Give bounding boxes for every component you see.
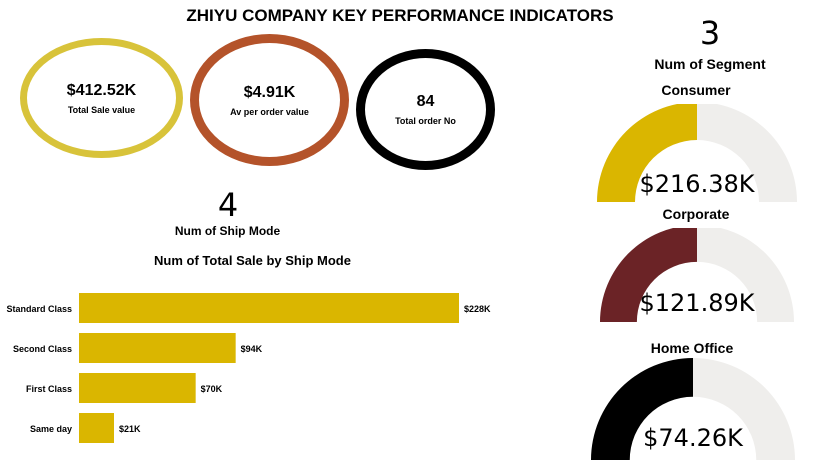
segment-count-label: Num of Segment (654, 56, 766, 72)
ship-mode-count-label: Num of Ship Mode (174, 224, 281, 238)
kpi-value: $4.91K (243, 83, 296, 101)
kpi-value: 84 (416, 93, 435, 110)
gauge-fill (597, 104, 697, 202)
data-label: $228K (464, 304, 491, 314)
segment-value-consumer: $216.38K (639, 170, 755, 198)
data-label: $94K (241, 344, 263, 354)
kpi-total-sale-card: $412.52K Total Sale value (20, 38, 183, 158)
segment-count: 3 (699, 14, 721, 52)
kpi-label: Av per order value (230, 106, 309, 117)
data-label: $70K (201, 384, 223, 394)
kpi-avg-order-card: $4.91K Av per order value (190, 34, 349, 166)
segment-name-consumer: Consumer (661, 82, 731, 98)
category-label: Same day (30, 424, 72, 434)
segment-value-home-office: $74.26K (643, 424, 743, 452)
gauge-fill (600, 228, 697, 322)
gauge-fill (591, 358, 693, 460)
ship-mode-count: 4 (217, 186, 239, 224)
category-label: Standard Class (6, 304, 72, 314)
kpi-value: $412.52K (66, 81, 137, 99)
segment-name-home-office: Home Office (650, 340, 734, 356)
segment-value-corporate: $121.89K (639, 289, 755, 317)
consumer-gauge (597, 104, 797, 202)
page-title: ZHIYU COMPANY KEY PERFORMANCE INDICATORS (186, 6, 614, 25)
kpi-order-count-card: 84 Total order No (356, 49, 495, 170)
bar (79, 413, 114, 443)
ship-mode-bar-chart: Standard Class $228K Second Class $94K First… (6, 293, 491, 443)
bar (79, 293, 459, 323)
kpi-label: Total order No (395, 116, 456, 126)
chart-title: Num of Total Sale by Ship Mode (154, 253, 351, 268)
bar (79, 373, 196, 403)
segment-name-corporate: Corporate (662, 206, 730, 222)
category-label: First Class (26, 384, 72, 394)
corporate-gauge (600, 228, 794, 322)
bar (79, 333, 236, 363)
kpi-label: Total Sale value (67, 104, 136, 115)
category-label: Second Class (13, 344, 72, 354)
data-label: $21K (119, 424, 141, 434)
home-office-gauge (591, 358, 795, 460)
